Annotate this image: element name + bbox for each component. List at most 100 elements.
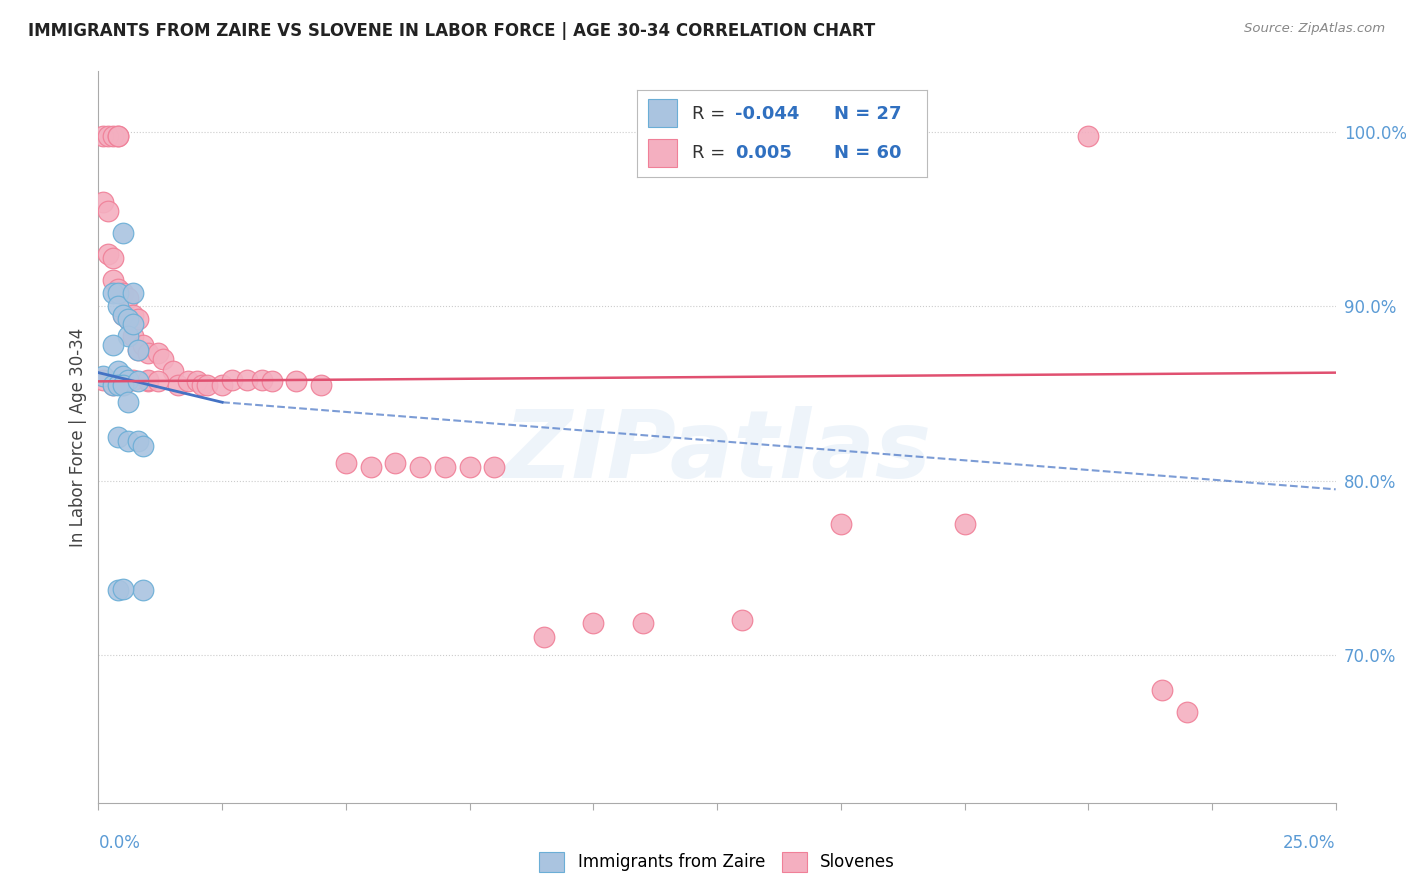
Text: IMMIGRANTS FROM ZAIRE VS SLOVENE IN LABOR FORCE | AGE 30-34 CORRELATION CHART: IMMIGRANTS FROM ZAIRE VS SLOVENE IN LABO… bbox=[28, 22, 876, 40]
Point bbox=[97, 203, 120, 218]
FancyBboxPatch shape bbox=[648, 139, 678, 167]
Point bbox=[136, 375, 159, 389]
Point bbox=[117, 329, 139, 343]
Point bbox=[117, 311, 139, 326]
Point bbox=[107, 583, 129, 598]
Point bbox=[236, 373, 259, 387]
Point bbox=[953, 517, 976, 532]
Point bbox=[103, 251, 125, 265]
Point bbox=[117, 373, 139, 387]
Point bbox=[484, 459, 506, 474]
Point bbox=[103, 338, 125, 352]
Point bbox=[127, 375, 149, 389]
Text: 25.0%: 25.0% bbox=[1284, 834, 1336, 852]
Point bbox=[122, 317, 145, 331]
Point bbox=[112, 377, 135, 392]
Point bbox=[582, 616, 605, 631]
Point bbox=[112, 227, 135, 241]
Point bbox=[250, 373, 273, 387]
Point bbox=[103, 285, 125, 300]
Point bbox=[103, 128, 125, 143]
Point bbox=[127, 343, 149, 357]
Point bbox=[112, 285, 135, 300]
Point bbox=[103, 377, 125, 392]
Text: Source: ZipAtlas.com: Source: ZipAtlas.com bbox=[1244, 22, 1385, 36]
Point bbox=[384, 456, 406, 470]
Point bbox=[260, 375, 283, 389]
Point bbox=[93, 128, 115, 143]
Point bbox=[112, 377, 135, 392]
Point bbox=[112, 308, 135, 322]
Point bbox=[107, 128, 129, 143]
FancyBboxPatch shape bbox=[648, 99, 678, 128]
Point bbox=[458, 459, 481, 474]
Point bbox=[112, 582, 135, 596]
Point bbox=[132, 583, 155, 598]
Point bbox=[127, 311, 149, 326]
Point bbox=[93, 373, 115, 387]
Point bbox=[146, 375, 169, 389]
Point bbox=[107, 373, 129, 387]
Point bbox=[117, 291, 139, 305]
Point bbox=[117, 311, 139, 326]
Point bbox=[731, 613, 754, 627]
Point bbox=[127, 434, 149, 448]
Point bbox=[136, 373, 159, 387]
Point bbox=[631, 616, 654, 631]
Point bbox=[830, 517, 852, 532]
Point bbox=[136, 346, 159, 360]
Point bbox=[107, 364, 129, 378]
Point bbox=[1152, 682, 1174, 697]
Text: N = 27: N = 27 bbox=[834, 104, 901, 123]
Point bbox=[132, 439, 155, 453]
Point bbox=[122, 373, 145, 387]
Text: 0.005: 0.005 bbox=[735, 145, 793, 162]
Point bbox=[195, 377, 218, 392]
Point bbox=[186, 375, 208, 389]
Point bbox=[433, 459, 456, 474]
Point bbox=[103, 377, 125, 392]
Point bbox=[122, 308, 145, 322]
Y-axis label: In Labor Force | Age 30-34: In Labor Force | Age 30-34 bbox=[69, 327, 87, 547]
Point bbox=[97, 128, 120, 143]
Point bbox=[122, 329, 145, 343]
Point bbox=[152, 351, 174, 366]
Point bbox=[117, 434, 139, 448]
Point bbox=[533, 631, 555, 645]
Point bbox=[146, 346, 169, 360]
Point bbox=[93, 369, 115, 384]
Point bbox=[122, 285, 145, 300]
Text: N = 60: N = 60 bbox=[834, 145, 901, 162]
Legend: Immigrants from Zaire, Slovenes: Immigrants from Zaire, Slovenes bbox=[533, 845, 901, 879]
Point bbox=[176, 375, 198, 389]
Point bbox=[107, 282, 129, 296]
Point bbox=[107, 285, 129, 300]
Point bbox=[127, 343, 149, 357]
Point bbox=[221, 373, 243, 387]
Point bbox=[107, 128, 129, 143]
Text: R =: R = bbox=[692, 145, 737, 162]
Point bbox=[117, 395, 139, 409]
Point bbox=[107, 377, 129, 392]
Point bbox=[93, 194, 115, 209]
Point bbox=[360, 459, 382, 474]
Point bbox=[191, 377, 214, 392]
Point bbox=[97, 247, 120, 261]
Point bbox=[335, 456, 357, 470]
Point bbox=[132, 338, 155, 352]
Text: -0.044: -0.044 bbox=[735, 104, 800, 123]
Text: R =: R = bbox=[692, 104, 731, 123]
Point bbox=[285, 375, 308, 389]
Point bbox=[112, 308, 135, 322]
Text: 0.0%: 0.0% bbox=[98, 834, 141, 852]
Point bbox=[112, 369, 135, 384]
Point bbox=[211, 377, 233, 392]
Point bbox=[166, 377, 188, 392]
Point bbox=[1077, 128, 1099, 143]
Text: ZIPatlas: ZIPatlas bbox=[503, 406, 931, 498]
Point bbox=[409, 459, 432, 474]
Point bbox=[107, 430, 129, 444]
Point bbox=[309, 377, 332, 392]
Point bbox=[1175, 705, 1198, 719]
Point bbox=[107, 300, 129, 314]
